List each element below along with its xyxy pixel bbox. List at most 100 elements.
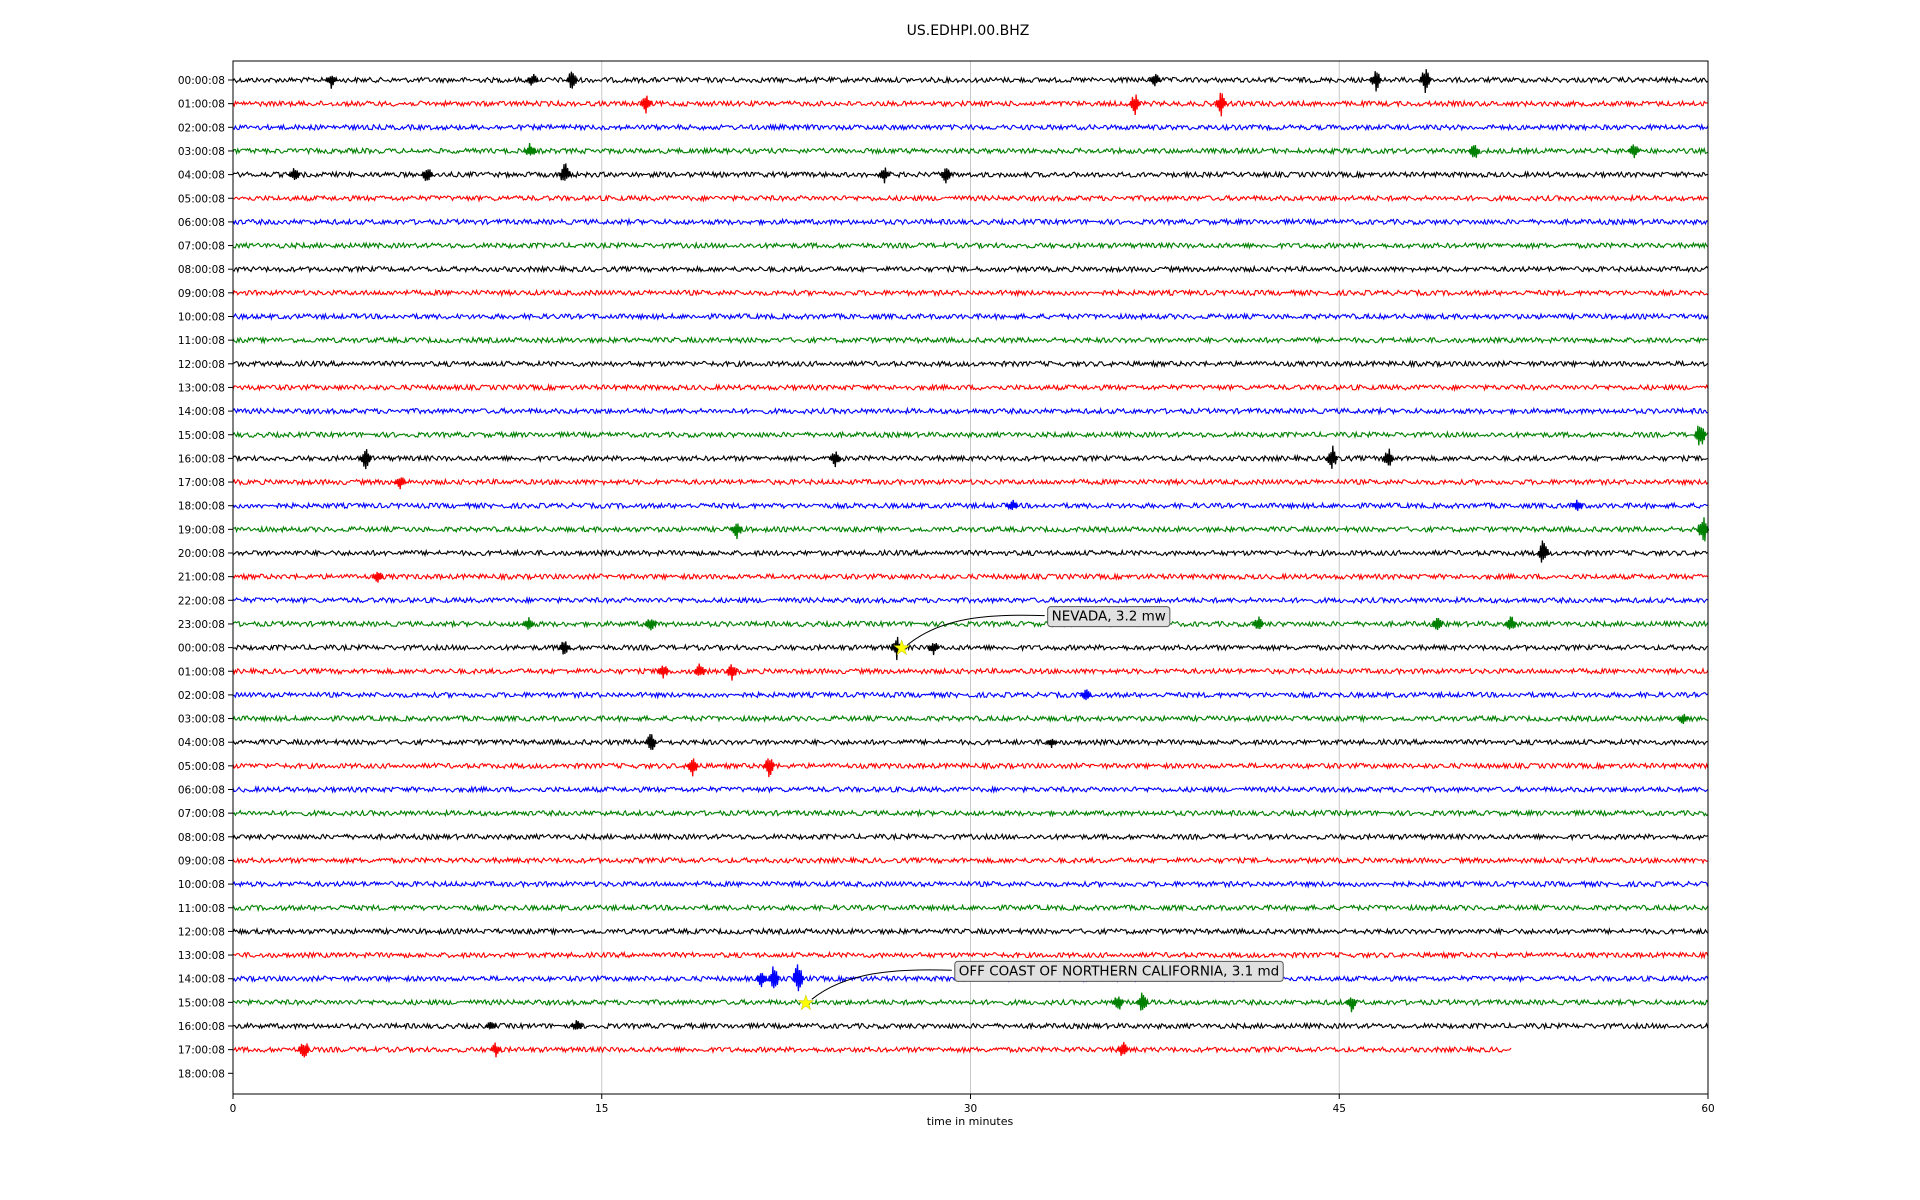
seismic-trace xyxy=(232,146,1709,156)
seismic-spike xyxy=(754,972,768,988)
seismic-trace xyxy=(232,359,1709,369)
seismic-spike xyxy=(1214,92,1228,117)
seismic-spike xyxy=(324,75,338,89)
row-label: 13:00:08 xyxy=(178,950,225,962)
seismic-trace xyxy=(232,193,1709,203)
row-label: 22:00:08 xyxy=(178,595,225,607)
seismic-spike xyxy=(926,643,940,656)
seismic-spike xyxy=(565,71,579,89)
row-label: 18:00:08 xyxy=(178,501,225,513)
seismic-trace xyxy=(232,453,1708,463)
seismic-spike xyxy=(828,451,842,468)
x-axis-label: time in minutes xyxy=(927,1115,1014,1128)
seismic-trace xyxy=(232,572,1709,582)
row-label: 05:00:08 xyxy=(178,761,225,773)
seismic-trace xyxy=(232,501,1708,511)
row-label: 16:00:08 xyxy=(178,453,225,465)
seismic-trace xyxy=(232,264,1709,274)
row-label: 04:00:08 xyxy=(178,737,225,749)
event-star-marker: ★ xyxy=(893,636,911,660)
row-label: 00:00:08 xyxy=(178,75,225,87)
seismic-spike xyxy=(420,169,434,181)
row-label: 10:00:08 xyxy=(178,312,225,324)
seismic-spike xyxy=(693,663,707,676)
row-label: 18:00:08 xyxy=(178,1068,225,1080)
row-label: 07:00:08 xyxy=(178,808,225,820)
seismic-trace xyxy=(232,761,1709,771)
row-label: 10:00:08 xyxy=(178,879,225,891)
row-label: 17:00:08 xyxy=(178,477,225,489)
x-tick-label: 15 xyxy=(595,1103,608,1115)
seismic-spike xyxy=(1005,499,1019,511)
seismic-spike xyxy=(558,641,571,655)
seismic-spike xyxy=(644,733,657,750)
row-label: 01:00:08 xyxy=(178,99,225,111)
row-label: 01:00:08 xyxy=(178,666,225,678)
seismic-spike xyxy=(484,1021,498,1029)
row-label: 13:00:08 xyxy=(178,382,225,394)
x-tick-label: 30 xyxy=(964,1103,977,1115)
seismic-trace xyxy=(232,832,1709,842)
seismic-trace xyxy=(232,714,1709,724)
row-label: 12:00:08 xyxy=(178,926,225,938)
seismic-trace xyxy=(232,808,1709,818)
seismic-spike xyxy=(1467,145,1481,158)
annotations: ★ NEVADA, 3.2 mw ★ OFF COAST OF NORTHERN CA… xyxy=(797,606,1284,1015)
row-label: 02:00:08 xyxy=(178,690,225,702)
seismic-spike xyxy=(656,665,670,679)
seismic-spike xyxy=(1111,996,1125,1010)
row-label: 05:00:08 xyxy=(178,193,225,205)
seismic-spike xyxy=(762,758,775,778)
seismic-spike xyxy=(730,523,744,540)
seismic-trace xyxy=(232,288,1709,298)
seismic-spike xyxy=(1128,94,1142,116)
row-label: 20:00:08 xyxy=(178,548,225,560)
row-label: 23:00:08 xyxy=(178,619,225,631)
seismic-spike xyxy=(766,966,780,989)
seismic-spike xyxy=(1693,425,1707,446)
x-axis-ticks: 0 15 30 45 60 xyxy=(230,1094,1715,1115)
row-label: 21:00:08 xyxy=(178,572,225,584)
seismic-trace xyxy=(232,643,1709,653)
seismic-spike xyxy=(371,571,385,583)
row-label: 03:00:08 xyxy=(178,714,225,726)
row-label: 19:00:08 xyxy=(178,524,225,536)
row-label: 00:00:08 xyxy=(178,643,225,655)
seismic-trace xyxy=(232,666,1709,676)
seismic-spike xyxy=(1570,499,1584,511)
seismic-trace xyxy=(232,335,1709,345)
row-label: 12:00:08 xyxy=(178,359,225,371)
seismic-spike xyxy=(939,168,952,184)
seismic-spike xyxy=(1251,616,1265,630)
annotation-label: NEVADA, 3.2 mw xyxy=(1052,609,1166,625)
seismic-spike xyxy=(287,168,301,181)
seismic-spike xyxy=(558,163,571,181)
seismic-spike xyxy=(1369,71,1383,92)
seismic-trace xyxy=(232,477,1709,487)
seismic-spike xyxy=(1116,1041,1129,1056)
seismic-spike xyxy=(489,1042,503,1058)
event-star-marker: ★ xyxy=(797,990,815,1014)
seismic-spike xyxy=(877,167,891,184)
annotation-label: OFF COAST OF NORTHERN CALIFORNIA, 3.1 md xyxy=(959,963,1279,979)
seismic-spike xyxy=(1079,689,1092,701)
row-labels: 00:00:08 01:00:08 02:00:08 03:00:08 04:00:08… xyxy=(178,75,233,1080)
seismic-trace xyxy=(232,548,1709,558)
seismic-trace xyxy=(232,169,1708,180)
row-label: 09:00:08 xyxy=(178,288,225,300)
seismic-spike xyxy=(1504,616,1518,630)
annotation-connector xyxy=(907,614,1045,645)
seismic-spike xyxy=(1418,69,1432,94)
row-label: 11:00:08 xyxy=(178,335,225,347)
plot-frame xyxy=(232,60,1709,1095)
seismic-spike xyxy=(791,964,805,992)
row-label: 08:00:08 xyxy=(178,832,225,844)
seismic-trace xyxy=(232,382,1709,392)
seismic-trace xyxy=(232,785,1709,795)
row-label: 11:00:08 xyxy=(178,903,225,915)
seismic-trace xyxy=(232,926,1709,937)
seismic-trace xyxy=(232,430,1709,440)
seismic-spike xyxy=(297,1043,311,1058)
seismic-trace xyxy=(232,950,1709,960)
